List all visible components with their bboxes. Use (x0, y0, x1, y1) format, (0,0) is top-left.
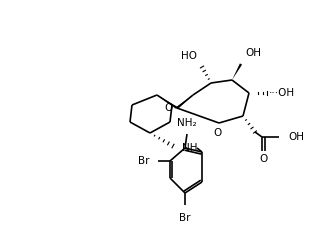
Text: O: O (259, 154, 267, 164)
Text: OH: OH (245, 48, 261, 58)
Polygon shape (157, 95, 178, 109)
Text: Br: Br (138, 156, 150, 166)
Text: O: O (214, 128, 222, 138)
Text: ···OH: ···OH (269, 88, 295, 98)
Text: O: O (165, 103, 173, 113)
Text: NH: NH (182, 143, 197, 153)
Polygon shape (232, 63, 242, 80)
Text: Br: Br (179, 213, 191, 223)
Text: NH₂: NH₂ (177, 118, 197, 128)
Text: OH: OH (288, 132, 304, 142)
Polygon shape (176, 95, 193, 109)
Text: HO: HO (181, 51, 197, 61)
